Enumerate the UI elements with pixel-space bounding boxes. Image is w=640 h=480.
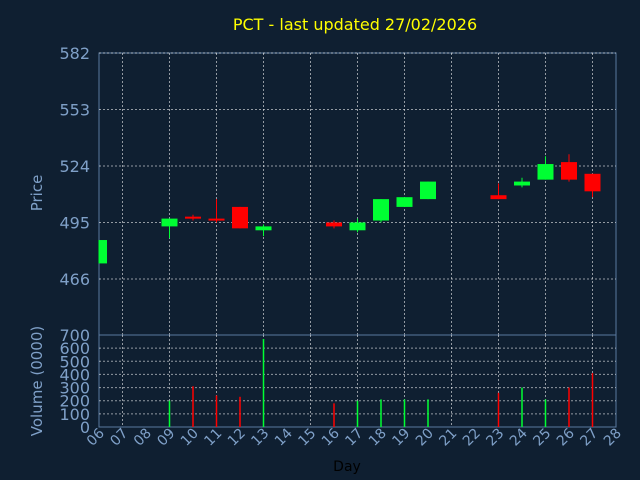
candle-body <box>208 218 225 221</box>
volume-tick-label: 500 <box>59 352 90 371</box>
volume-bar <box>168 400 171 427</box>
volume-tick-label: 400 <box>59 365 90 384</box>
volume-bar <box>403 399 406 427</box>
x-tick-label: 27 <box>577 426 601 450</box>
volume-bar <box>591 373 594 427</box>
x-tick-label: 15 <box>295 426 319 450</box>
volume-bar <box>356 400 359 427</box>
x-tick-label: 26 <box>554 425 578 449</box>
x-tick-label: 16 <box>319 425 343 449</box>
x-tick-label: 10 <box>178 426 202 450</box>
price-tick-label: 553 <box>59 101 90 120</box>
candle-body <box>584 173 601 192</box>
x-tick-label: 20 <box>413 426 437 450</box>
candle-body <box>420 181 436 200</box>
candle-body <box>161 218 178 227</box>
volume-bar <box>427 399 429 427</box>
candle-body <box>185 216 201 219</box>
volume-bar <box>380 399 382 427</box>
volume-bars <box>168 338 594 427</box>
x-tick-label: 18 <box>366 426 390 450</box>
price-y-ticks: 466 495 524 553 582 <box>59 44 90 289</box>
candle-body <box>326 222 342 227</box>
x-axis-label: Day <box>333 459 361 475</box>
candle-body <box>514 181 530 186</box>
x-tick-label: 17 <box>342 426 366 450</box>
volume-bar <box>192 386 194 427</box>
x-tick-label: 08 <box>131 426 155 450</box>
candle-body <box>349 222 366 231</box>
price-tick-label: 466 <box>59 270 90 289</box>
volume-bar <box>544 399 547 427</box>
candle-body <box>490 195 507 200</box>
x-tick-label: 13 <box>248 426 272 450</box>
x-tick-label: 19 <box>389 426 413 450</box>
volume-tick-label: 100 <box>59 405 90 424</box>
volume-axis-label: Volume (0000) <box>28 326 46 436</box>
x-ticks: 06 07 08 09 10 11 12 13 14 15 16 17 18 19 20 21 22 23 24 25… <box>84 425 625 449</box>
candle-body <box>537 164 554 180</box>
x-tick-label: 25 <box>530 426 554 450</box>
volume-tick-label: 700 <box>59 326 90 345</box>
volume-tick-label: 200 <box>59 392 90 411</box>
x-tick-label: 28 <box>601 426 625 450</box>
x-tick-label: 07 <box>107 426 131 450</box>
volume-bar <box>521 387 523 427</box>
volume-bar <box>333 403 335 427</box>
x-tick-label: 11 <box>201 426 225 450</box>
volume-bar <box>215 395 218 427</box>
volume-bar <box>239 396 241 427</box>
volume-bar <box>568 387 570 427</box>
price-axis-label: Price <box>28 175 46 212</box>
candles <box>98 154 601 264</box>
price-tick-label: 495 <box>59 214 90 233</box>
x-tick-label: 21 <box>436 426 460 450</box>
chart-title: PCT - last updated 27/02/2026 <box>233 15 477 34</box>
x-tick-label: 24 <box>507 425 531 449</box>
x-tick-label: 12 <box>225 426 249 450</box>
volume-bar <box>262 338 265 427</box>
price-panel: 466 495 524 553 582 Price <box>28 44 617 336</box>
candle-body <box>396 197 413 207</box>
x-tick-label: 09 <box>154 426 178 450</box>
candle-body <box>232 206 248 229</box>
volume-tick-label: 300 <box>59 379 90 398</box>
price-tick-label: 582 <box>59 44 90 63</box>
x-tick-label: 23 <box>483 426 507 450</box>
price-grid <box>99 52 616 335</box>
candle-body <box>255 226 272 231</box>
candle-body <box>99 240 107 264</box>
candle-body <box>373 199 389 221</box>
volume-bar <box>497 392 500 427</box>
x-tick-label: 14 <box>272 425 296 449</box>
volume-tick-label: 0 <box>80 418 90 437</box>
volume-tick-label: 600 <box>59 339 90 358</box>
price-tick-label: 524 <box>59 157 90 176</box>
x-tick-label: 22 <box>460 426 484 450</box>
candle-body <box>561 162 577 180</box>
